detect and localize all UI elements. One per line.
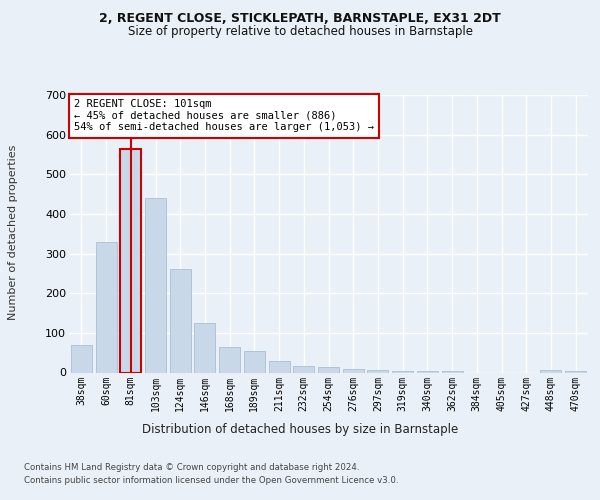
Bar (367, 370, 388, 372)
Text: 2 REGENT CLOSE: 101sqm
← 45% of detached houses are smaller (886)
54% of semi-de: 2 REGENT CLOSE: 101sqm ← 45% of detached… (74, 99, 374, 132)
Text: Size of property relative to detached houses in Barnstaple: Size of property relative to detached ho… (128, 25, 473, 38)
Bar (244, 350, 265, 372)
Bar (392, 370, 413, 372)
Bar (565, 370, 586, 372)
Text: 2, REGENT CLOSE, STICKLEPATH, BARNSTAPLE, EX31 2DT: 2, REGENT CLOSE, STICKLEPATH, BARNSTAPLE… (99, 12, 501, 26)
Bar (417, 370, 438, 372)
Text: Distribution of detached houses by size in Barnstaple: Distribution of detached houses by size … (142, 422, 458, 436)
Text: Contains HM Land Registry data © Crown copyright and database right 2024.: Contains HM Land Registry data © Crown c… (24, 462, 359, 471)
Text: Contains public sector information licensed under the Open Government Licence v3: Contains public sector information licen… (24, 476, 398, 485)
Bar (71, 345, 92, 372)
Bar (343, 368, 364, 372)
Bar (194, 323, 215, 372)
Bar (269, 360, 290, 372)
Bar (219, 346, 240, 372)
Bar (442, 371, 463, 372)
Bar (145, 198, 166, 372)
Bar (541, 370, 562, 372)
Bar (170, 270, 191, 372)
Bar (120, 148, 141, 372)
Bar (293, 366, 314, 372)
Bar (318, 368, 339, 372)
Text: Number of detached properties: Number of detached properties (8, 145, 18, 320)
Bar (95, 242, 116, 372)
